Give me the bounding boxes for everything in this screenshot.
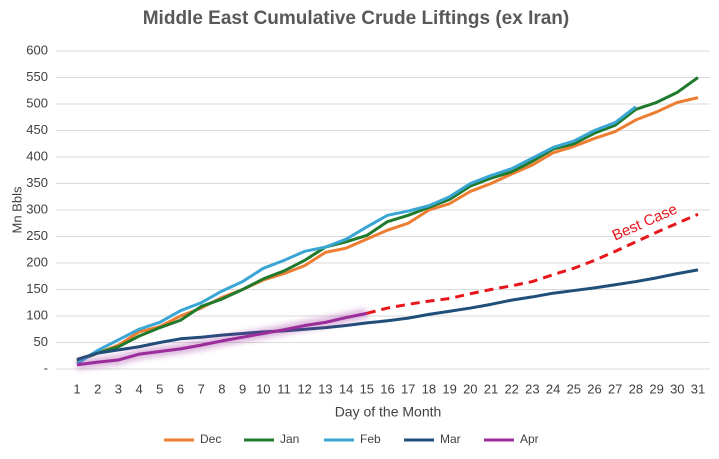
x-tick-label: 6 [177, 381, 184, 396]
legend-label: Dec [200, 432, 221, 446]
y-tick-label: 50 [34, 334, 48, 349]
x-tick-label: 17 [401, 381, 415, 396]
x-tick-label: 29 [649, 381, 663, 396]
x-tick-label: 2 [94, 381, 101, 396]
x-tick-label: 30 [670, 381, 684, 396]
x-tick-label: 27 [608, 381, 622, 396]
y-tick-label: 350 [26, 175, 48, 190]
x-tick-label: 31 [691, 381, 705, 396]
series-line [76, 96, 699, 363]
x-tick-label: 8 [218, 381, 225, 396]
x-tick-label: 26 [587, 381, 601, 396]
x-tick-label: 5 [156, 381, 163, 396]
y-tick-label: 200 [26, 254, 48, 269]
x-tick-label: 24 [546, 381, 560, 396]
y-tick-label: 500 [26, 95, 48, 110]
y-tick-label: 250 [26, 228, 48, 243]
x-axis-label: Day of the Month [335, 404, 442, 420]
x-tick-label: 11 [277, 381, 291, 396]
y-tick-label: 300 [26, 201, 48, 216]
y-axis-label: Mn Bbls [9, 186, 24, 233]
x-tick-label: 4 [135, 381, 142, 396]
x-tick-label: 13 [318, 381, 332, 396]
chart-title: Middle East Cumulative Crude Liftings (e… [143, 8, 570, 29]
y-tick-label: 100 [26, 307, 48, 322]
y-tick-label: - [44, 360, 48, 375]
x-tick-label: 3 [115, 381, 122, 396]
x-tick-label: 12 [297, 381, 311, 396]
x-tick-label: 19 [442, 381, 456, 396]
y-tick-label: 450 [26, 122, 48, 137]
legend-label: Feb [360, 432, 381, 446]
x-tick-label: 22 [504, 381, 518, 396]
x-tick-label: 15 [360, 381, 374, 396]
legend-label: Jan [280, 432, 299, 446]
series-line [76, 105, 637, 365]
x-tick-label: 20 [463, 381, 477, 396]
x-tick-label: 14 [339, 381, 353, 396]
x-tick-label: 10 [256, 381, 270, 396]
y-tick-label: 400 [26, 148, 48, 163]
y-tick-label: 150 [26, 281, 48, 296]
x-tick-label: 23 [525, 381, 539, 396]
x-tick-label: 7 [198, 381, 205, 396]
x-tick-label: 18 [422, 381, 436, 396]
series-line [76, 76, 699, 363]
y-tick-label: 550 [26, 69, 48, 84]
x-tick-label: 28 [629, 381, 643, 396]
projection-line [366, 212, 699, 315]
x-tick-label: 9 [239, 381, 246, 396]
y-tick-label: 600 [26, 42, 48, 57]
legend-label: Apr [520, 432, 539, 446]
legend-label: Mar [440, 432, 461, 446]
series-line [76, 311, 368, 367]
x-tick-label: 1 [73, 381, 80, 396]
x-tick-label: 21 [484, 381, 498, 396]
series-line [76, 268, 699, 361]
x-tick-label: 25 [567, 381, 581, 396]
x-tick-label: 16 [380, 381, 394, 396]
